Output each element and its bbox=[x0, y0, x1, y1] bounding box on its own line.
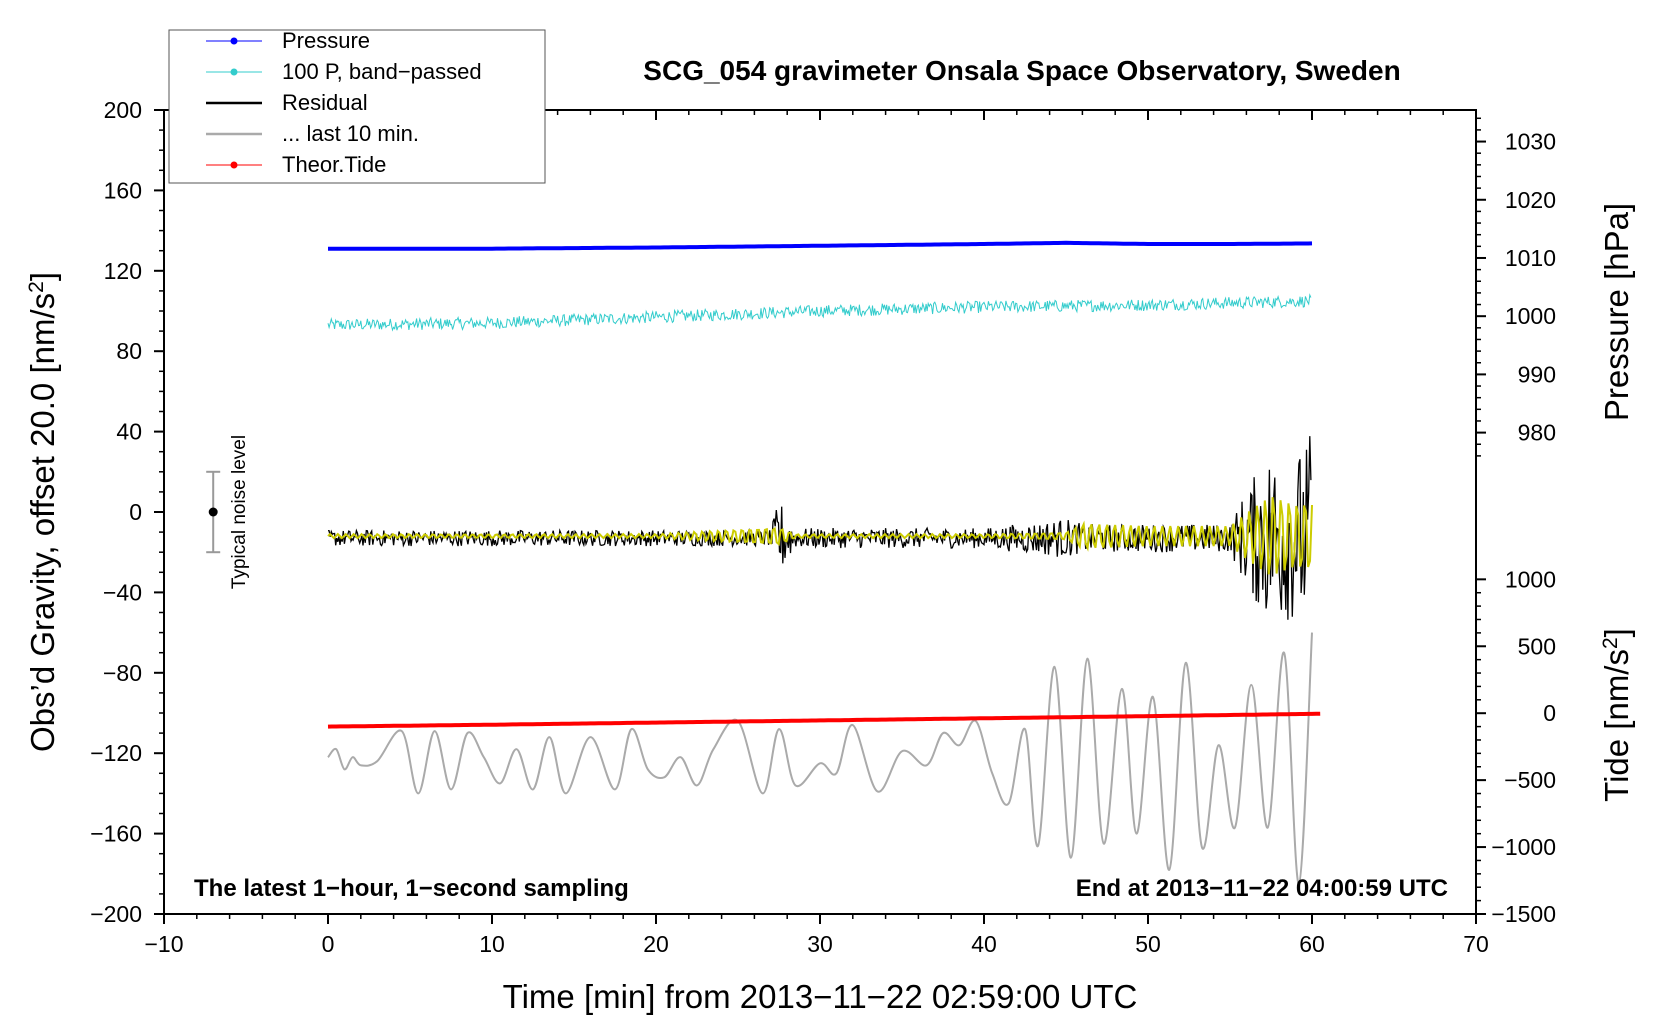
y-tick-label: −160 bbox=[90, 821, 142, 847]
y-tick-label: 160 bbox=[104, 177, 142, 203]
pressure-tick-label: 990 bbox=[1518, 361, 1556, 387]
y-axis-title-tide: Tide [nm/s2] bbox=[1598, 628, 1635, 802]
y-tick-label: −120 bbox=[90, 740, 142, 766]
y-tick-label: 40 bbox=[116, 419, 142, 445]
x-tick-label: 30 bbox=[807, 931, 833, 957]
legend-marker bbox=[230, 68, 238, 76]
y-axis-left: 200 160 120 80 40 0 −40 −80 −120 −160 −200 bbox=[90, 97, 164, 927]
y-axis-title-tide-sup: 2 bbox=[1599, 637, 1622, 649]
x-tick-label: 40 bbox=[971, 931, 997, 957]
y-axis-title-left-sup: 2 bbox=[25, 281, 48, 293]
y-tick-label: −200 bbox=[90, 901, 142, 927]
x-tick-label: 60 bbox=[1299, 931, 1325, 957]
legend-marker bbox=[230, 37, 238, 45]
tide-tick-label: −500 bbox=[1504, 767, 1556, 793]
x-tick-label: 20 bbox=[643, 931, 669, 957]
y-axis-tide: 1000 500 0 −500 −1000 −1500 bbox=[1476, 566, 1556, 927]
y-axis-pressure: 1030 1020 1010 1000 990 980 bbox=[1476, 117, 1556, 457]
legend: Pressure 100 P, band−passed Residual ... la… bbox=[168, 28, 546, 184]
series-last-10-min bbox=[327, 632, 1313, 885]
legend-marker bbox=[230, 161, 238, 169]
legend-label: Residual bbox=[282, 90, 368, 115]
pressure-tick-label: 1030 bbox=[1505, 129, 1556, 155]
tide-tick-label: 1000 bbox=[1505, 566, 1556, 592]
series-residual-smoothed bbox=[327, 497, 1313, 575]
pressure-tick-label: 1010 bbox=[1505, 245, 1556, 271]
legend-box bbox=[168, 29, 546, 184]
chart-title: SCG_054 gravimeter Onsala Space Observat… bbox=[643, 55, 1400, 86]
tide-tick-label: 500 bbox=[1518, 633, 1556, 659]
y-axis-title-pressure: Pressure [hPa] bbox=[1598, 203, 1635, 421]
legend-label: Theor.Tide bbox=[282, 152, 386, 177]
tide-tick-label: −1000 bbox=[1491, 834, 1556, 860]
y-tick-label: 0 bbox=[129, 499, 142, 525]
x-axis: −10 0 10 20 30 40 50 60 70 bbox=[144, 110, 1489, 957]
pressure-tick-label: 1000 bbox=[1505, 303, 1556, 329]
tide-tick-label: 0 bbox=[1543, 700, 1556, 726]
note-end-time: End at 2013−11−22 04:00:59 UTC bbox=[1076, 875, 1448, 902]
x-tick-label: −10 bbox=[144, 931, 183, 957]
series-100-p-band-passed bbox=[327, 293, 1312, 332]
x-tick-label: 0 bbox=[322, 931, 335, 957]
tide-tick-label: −1500 bbox=[1491, 901, 1556, 927]
noise-level-label: Typical noise level bbox=[229, 435, 250, 589]
pressure-tick-label: 980 bbox=[1518, 420, 1556, 446]
legend-label: ... last 10 min. bbox=[282, 121, 419, 146]
y-axis-title-tide-close: ] bbox=[1598, 628, 1635, 637]
legend-label: Pressure bbox=[282, 28, 370, 53]
y-tick-label: −80 bbox=[103, 660, 142, 686]
x-tick-label: 70 bbox=[1463, 931, 1489, 957]
series-layer bbox=[327, 240, 1321, 885]
series-residual bbox=[327, 436, 1312, 620]
legend-label: 100 P, band−passed bbox=[282, 59, 482, 84]
noise-level-indicator bbox=[206, 470, 221, 554]
y-tick-label: 80 bbox=[116, 338, 142, 364]
x-tick-label: 50 bbox=[1135, 931, 1161, 957]
note-sampling: The latest 1−hour, 1−second sampling bbox=[194, 875, 629, 902]
series-theor-tide bbox=[327, 711, 1321, 729]
y-axis-title-left-text: Obs’d Gravity, offset 20.0 [nm/s bbox=[24, 293, 61, 752]
y-tick-label: −40 bbox=[103, 579, 142, 605]
y-tick-label: 200 bbox=[104, 97, 142, 123]
y-axis-title-tide-text: Tide [nm/s bbox=[1598, 649, 1635, 802]
y-axis-title-left-close: ] bbox=[24, 272, 61, 281]
x-tick-label: 10 bbox=[479, 931, 505, 957]
x-axis-title: Time [min] from 2013−11−22 02:59:00 UTC bbox=[503, 978, 1138, 1015]
series-pressure bbox=[328, 240, 1313, 251]
pressure-tick-label: 1020 bbox=[1505, 187, 1556, 213]
y-tick-label: 120 bbox=[104, 258, 142, 284]
y-axis-title-left: Obs’d Gravity, offset 20.0 [nm/s2] bbox=[24, 272, 61, 752]
noise-bar-dot bbox=[208, 507, 218, 517]
